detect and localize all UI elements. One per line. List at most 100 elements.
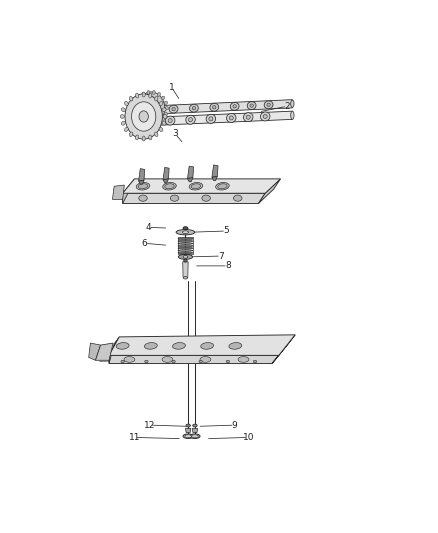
Ellipse shape bbox=[136, 182, 150, 190]
Ellipse shape bbox=[178, 252, 193, 254]
Ellipse shape bbox=[138, 117, 141, 120]
Ellipse shape bbox=[291, 111, 294, 119]
Text: 2: 2 bbox=[284, 102, 290, 111]
Ellipse shape bbox=[183, 227, 188, 230]
Ellipse shape bbox=[149, 117, 154, 126]
Ellipse shape bbox=[212, 106, 216, 109]
Ellipse shape bbox=[182, 231, 188, 233]
Ellipse shape bbox=[138, 96, 141, 100]
Ellipse shape bbox=[201, 343, 214, 349]
Ellipse shape bbox=[142, 120, 145, 124]
Polygon shape bbox=[212, 176, 217, 181]
Ellipse shape bbox=[162, 117, 165, 120]
Circle shape bbox=[144, 99, 159, 117]
Ellipse shape bbox=[190, 104, 198, 112]
Ellipse shape bbox=[229, 343, 242, 349]
Polygon shape bbox=[123, 179, 280, 193]
Ellipse shape bbox=[202, 195, 210, 201]
Polygon shape bbox=[272, 335, 295, 364]
Ellipse shape bbox=[155, 96, 158, 101]
Ellipse shape bbox=[183, 255, 188, 259]
Ellipse shape bbox=[173, 343, 185, 349]
Polygon shape bbox=[123, 193, 265, 204]
Ellipse shape bbox=[159, 101, 163, 106]
Ellipse shape bbox=[247, 102, 256, 109]
Ellipse shape bbox=[155, 132, 158, 136]
Text: 7: 7 bbox=[218, 252, 224, 261]
Circle shape bbox=[139, 111, 148, 122]
Polygon shape bbox=[155, 100, 293, 114]
Polygon shape bbox=[163, 179, 169, 183]
Text: 8: 8 bbox=[225, 261, 231, 270]
Polygon shape bbox=[88, 343, 101, 360]
Ellipse shape bbox=[135, 101, 138, 104]
Polygon shape bbox=[212, 165, 218, 177]
Ellipse shape bbox=[190, 434, 200, 439]
Ellipse shape bbox=[291, 100, 294, 108]
Ellipse shape bbox=[218, 184, 227, 189]
Ellipse shape bbox=[244, 112, 253, 122]
Ellipse shape bbox=[147, 122, 150, 126]
Ellipse shape bbox=[124, 127, 128, 132]
Ellipse shape bbox=[226, 360, 230, 363]
Ellipse shape bbox=[121, 122, 125, 125]
Ellipse shape bbox=[135, 135, 139, 140]
Ellipse shape bbox=[229, 116, 233, 120]
Ellipse shape bbox=[129, 96, 133, 101]
Ellipse shape bbox=[166, 116, 175, 125]
Ellipse shape bbox=[121, 360, 124, 363]
Ellipse shape bbox=[158, 120, 160, 124]
Text: 9: 9 bbox=[232, 421, 237, 430]
Ellipse shape bbox=[145, 343, 157, 349]
Ellipse shape bbox=[142, 92, 145, 97]
Text: 1: 1 bbox=[169, 83, 175, 92]
Polygon shape bbox=[163, 167, 169, 180]
Ellipse shape bbox=[162, 108, 166, 111]
Circle shape bbox=[131, 102, 156, 131]
Ellipse shape bbox=[159, 127, 163, 132]
Ellipse shape bbox=[139, 195, 147, 201]
Ellipse shape bbox=[165, 107, 169, 110]
Polygon shape bbox=[185, 429, 191, 432]
Ellipse shape bbox=[250, 104, 253, 107]
Ellipse shape bbox=[193, 424, 197, 427]
Ellipse shape bbox=[191, 184, 201, 189]
Ellipse shape bbox=[184, 277, 187, 279]
Ellipse shape bbox=[149, 135, 152, 140]
Polygon shape bbox=[192, 429, 198, 432]
Ellipse shape bbox=[209, 117, 213, 121]
Ellipse shape bbox=[178, 243, 193, 244]
Ellipse shape bbox=[147, 91, 150, 94]
Ellipse shape bbox=[138, 184, 148, 189]
Text: 12: 12 bbox=[144, 421, 155, 430]
Circle shape bbox=[138, 92, 165, 125]
Ellipse shape bbox=[164, 101, 167, 104]
Ellipse shape bbox=[178, 254, 193, 260]
Ellipse shape bbox=[162, 96, 165, 100]
Ellipse shape bbox=[158, 92, 160, 96]
Ellipse shape bbox=[170, 195, 179, 201]
Ellipse shape bbox=[153, 106, 157, 114]
Ellipse shape bbox=[184, 259, 187, 262]
Ellipse shape bbox=[267, 103, 270, 107]
Polygon shape bbox=[109, 356, 279, 364]
Ellipse shape bbox=[135, 93, 139, 98]
Ellipse shape bbox=[186, 424, 191, 427]
Ellipse shape bbox=[163, 115, 167, 118]
Ellipse shape bbox=[246, 115, 250, 119]
Ellipse shape bbox=[165, 184, 174, 189]
Ellipse shape bbox=[169, 105, 178, 113]
Ellipse shape bbox=[263, 115, 267, 118]
Text: 5: 5 bbox=[223, 227, 229, 236]
Ellipse shape bbox=[186, 115, 195, 124]
Ellipse shape bbox=[172, 360, 175, 363]
Ellipse shape bbox=[178, 245, 193, 247]
Ellipse shape bbox=[261, 112, 270, 121]
Ellipse shape bbox=[206, 114, 215, 123]
Ellipse shape bbox=[135, 112, 138, 116]
Ellipse shape bbox=[185, 435, 191, 438]
Ellipse shape bbox=[191, 435, 198, 438]
Ellipse shape bbox=[199, 360, 202, 363]
Ellipse shape bbox=[188, 118, 193, 122]
Text: 6: 6 bbox=[142, 239, 148, 248]
